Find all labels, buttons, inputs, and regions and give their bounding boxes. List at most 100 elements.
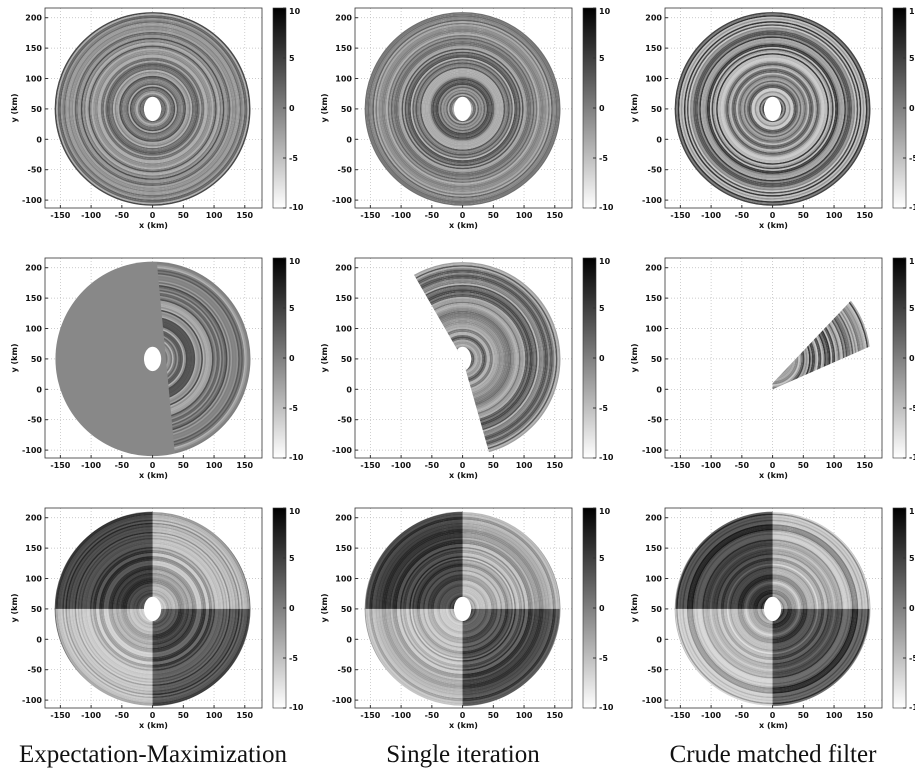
y-axis-label: y (km) [320,94,329,123]
colorbar-tick-label: 0 [909,354,915,363]
colorbar-tick-label: 10 [909,257,915,266]
colorbar-tick-label: 0 [289,354,295,363]
colorbar-tick-label: 10 [289,7,301,16]
y-axis-label: y (km) [630,344,639,373]
y-tick-label: 150 [335,294,352,303]
x-tick-label: -50 [425,461,440,470]
x-tick-label: -150 [50,211,70,220]
x-tick-label: -50 [115,711,130,720]
y-tick-label: -50 [28,166,43,175]
colorbar-tick-label: 5 [599,54,605,63]
colorbar-tick-label: 10 [289,507,301,516]
x-tick-label: 150 [236,461,253,470]
x-tick-label: 50 [178,461,190,470]
colorbar-tick-label: -10 [599,703,614,712]
colorbar-tick-label: 5 [909,554,915,563]
x-tick-label: -50 [735,211,750,220]
x-tick-label: 150 [856,711,873,720]
x-tick-label: 150 [236,211,253,220]
colorbar-tick-label: 0 [909,604,915,613]
y-tick-label: -100 [22,196,42,205]
y-tick-label: -50 [648,666,663,675]
panel: -150-100-50050100150-100-50050100150200x… [630,7,915,230]
colorbar-tick-label: 5 [289,554,295,563]
radar-image [55,13,249,205]
y-axis-label: y (km) [630,594,639,623]
x-tick-label: 100 [206,211,223,220]
y-tick-label: 150 [645,44,662,53]
y-tick-label: -100 [332,696,352,705]
y-axis-label: y (km) [10,594,19,623]
y-tick-label: -100 [642,196,662,205]
colorbar-tick-label: -5 [909,404,915,413]
colorbar-tick-label: 5 [909,54,915,63]
x-tick-label: 50 [178,211,190,220]
y-tick-label: 0 [346,635,352,644]
y-tick-label: 0 [656,385,662,394]
x-tick-label: 100 [206,461,223,470]
colorbar-tick-label: -10 [289,203,304,212]
colorbar-tick-label: -5 [909,154,915,163]
y-tick-label: 200 [25,14,42,23]
y-tick-label: 150 [25,44,42,53]
x-tick-label: 0 [770,461,776,470]
x-tick-label: 0 [150,461,156,470]
panel: -150-100-50050100150-100-50050100150200x… [630,257,915,480]
x-tick-label: 50 [798,461,810,470]
y-tick-label: 100 [645,325,662,334]
y-tick-label: 50 [341,105,353,114]
y-tick-label: 100 [25,75,42,84]
x-tick-label: 150 [856,461,873,470]
x-tick-label: 0 [150,211,156,220]
x-tick-label: 150 [546,711,563,720]
y-tick-label: 150 [25,294,42,303]
colorbar-tick-label: -5 [599,654,608,663]
y-tick-label: 100 [645,75,662,84]
y-tick-label: 150 [25,544,42,553]
x-tick-label: 100 [516,461,533,470]
y-tick-label: 50 [31,355,43,364]
x-tick-label: 150 [236,711,253,720]
y-tick-label: 200 [335,514,352,523]
y-tick-label: -100 [22,696,42,705]
x-tick-label: 100 [826,461,843,470]
colorbar-tick-label: 5 [909,304,915,313]
x-axis-label: x (km) [139,721,168,730]
colorbar-tick-label: -10 [909,703,915,712]
y-tick-label: 150 [335,44,352,53]
x-tick-label: -50 [425,211,440,220]
y-axis-label: y (km) [630,94,639,123]
colorbar-tick-label: -10 [289,703,304,712]
y-tick-label: -50 [338,166,353,175]
x-tick-label: 0 [770,711,776,720]
x-tick-label: -100 [81,461,101,470]
x-tick-label: 0 [770,211,776,220]
colorbar-tick-label: 10 [289,257,301,266]
x-axis-label: x (km) [449,721,478,730]
y-tick-label: 50 [31,605,43,614]
y-tick-label: -100 [332,446,352,455]
panel: -150-100-50050100150-100-50050100150200x… [320,507,614,730]
x-tick-label: -150 [50,711,70,720]
colorbar-tick-label: -5 [289,654,298,663]
x-tick-label: -50 [735,711,750,720]
colorbar-tick-label: 10 [909,507,915,516]
y-axis-label: y (km) [320,344,329,373]
x-tick-label: -100 [701,461,721,470]
panel: -150-100-50050100150-100-50050100150200x… [10,507,304,730]
colorbar-tick-label: -10 [909,203,915,212]
x-tick-label: 50 [488,211,500,220]
colorbar-tick-label: -5 [289,154,298,163]
colorbar-tick-label: -5 [599,154,608,163]
colorbar-tick-label: 10 [909,7,915,16]
colorbar-tick-label: 0 [289,604,295,613]
y-tick-label: 100 [645,575,662,584]
x-axis-label: x (km) [759,471,788,480]
radar-image [675,13,869,205]
y-tick-label: 0 [346,135,352,144]
x-tick-label: -150 [360,711,380,720]
colorbar-tick-label: 10 [599,257,611,266]
colorbar-tick-label: 10 [599,507,611,516]
